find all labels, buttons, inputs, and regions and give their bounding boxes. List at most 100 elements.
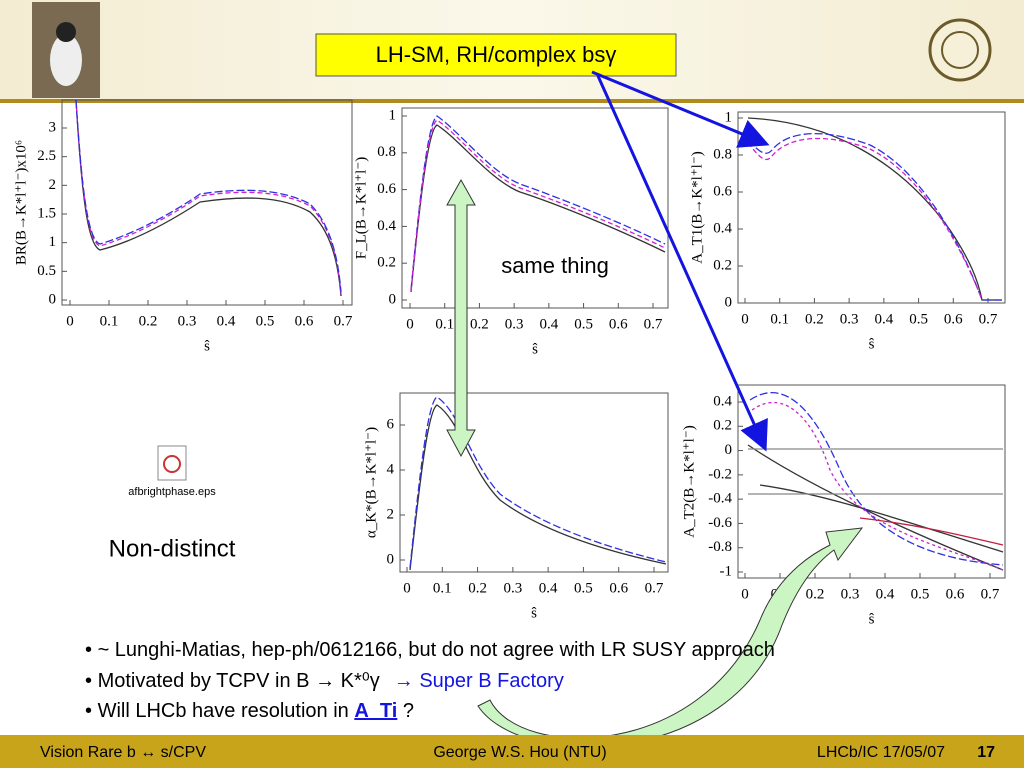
bullet-link: A_Ti [354, 700, 397, 722]
x-tick-label: 0.5 [909, 311, 928, 327]
annotation: Non-distinct [109, 535, 236, 562]
x-tick-label: 0.2 [139, 313, 158, 329]
x-tick-label: 0.4 [539, 580, 558, 596]
y-tick-label: -1 [720, 563, 733, 579]
x-tick-label: 0.1 [435, 316, 454, 332]
y-tick-label: 2.5 [37, 148, 56, 164]
x-axis-label: ŝ [204, 338, 210, 354]
x-tick-label: 0.2 [805, 311, 824, 327]
x-tick-label: 0.2 [470, 316, 489, 332]
bullets: • ~ Lunghi-Matias, hep-ph/0612166, but d… [85, 639, 775, 722]
x-tick-label: 0.1 [433, 580, 452, 596]
y-tick-label: 2 [387, 506, 395, 522]
curve [749, 392, 1004, 566]
y-tick-label: 0.8 [713, 146, 732, 162]
y-axis-label: A_T2(B→K*l⁺l⁻) [681, 425, 697, 538]
bullet-text: ~ Lunghi-Matias, hep-ph/0612166, but do … [98, 639, 775, 661]
y-axis-label: BR(B→K*l⁺l⁻)x10⁶ [13, 140, 29, 265]
x-axis-label: ŝ [869, 336, 875, 352]
x-tick-label: 0.6 [946, 586, 965, 602]
x-tick-label: 0.7 [334, 313, 353, 329]
bullet: • Will LHCb have resolution in A_Ti ? [85, 700, 414, 722]
x-tick-label: 0.6 [609, 580, 628, 596]
curve [747, 132, 1002, 301]
file-icon-mark [163, 455, 181, 473]
y-tick-label: 1.5 [37, 205, 56, 221]
y-tick-label: 4 [387, 461, 395, 477]
x-tick-label: 0.4 [874, 311, 893, 327]
bullet-text: Motivated by TCPV in B → K*⁰γ [98, 670, 380, 692]
y-tick-label: -0.4 [708, 491, 732, 507]
y-tick-label: 0.6 [377, 181, 396, 197]
penguin [50, 34, 82, 86]
x-tick-label: 0.3 [840, 311, 859, 327]
curve [859, 517, 1004, 546]
y-tick-label: 0 [725, 294, 733, 310]
x-tick-label: 0 [66, 313, 74, 329]
x-tick-label: 0.5 [911, 586, 930, 602]
x-tick-label: 0.6 [295, 313, 314, 329]
x-tick-label: 0.7 [645, 580, 664, 596]
curve [75, 99, 342, 295]
file-name: afbrightphase.eps [128, 486, 216, 498]
y-tick-label: -0.6 [708, 515, 732, 531]
y-tick-label: 1 [49, 234, 57, 250]
x-tick-label: 0.4 [539, 316, 558, 332]
file-icon [157, 445, 187, 481]
title: LH-SM, RH/complex bsγ [376, 42, 617, 67]
x-tick-label: 0 [741, 311, 749, 327]
bullet-text: ? [397, 700, 414, 722]
y-tick-label: 0 [49, 291, 57, 307]
x-tick-label: 0 [741, 586, 749, 602]
bullet: • Motivated by TCPV in B → K*⁰γ → Super B… [85, 670, 564, 692]
x-tick-label: 0.6 [609, 316, 628, 332]
footer-center: George W.S. Hou (NTU) [433, 744, 606, 761]
y-axis-label: A_T1(B→K*l⁺l⁻) [689, 151, 705, 264]
header-rule [0, 99, 1024, 103]
curve [759, 484, 1004, 553]
footer-band [0, 735, 1024, 768]
y-tick-label: 0.4 [377, 218, 396, 234]
logo [928, 18, 992, 82]
penguin-head [56, 22, 76, 42]
y-tick-label: 6 [387, 416, 395, 432]
y-tick-label: 0.4 [713, 220, 732, 236]
bullet: • ~ Lunghi-Matias, hep-ph/0612166, but d… [85, 639, 775, 661]
curve [409, 396, 667, 569]
y-axis-label: F_L(B→K*l⁺l⁻) [353, 157, 369, 260]
page-number: 17 [977, 744, 995, 761]
x-tick-label: 0.3 [503, 580, 522, 596]
x-tick-label: 0.7 [979, 311, 998, 327]
curves [75, 99, 1004, 571]
y-tick-label: 0 [389, 291, 397, 307]
y-tick-label: -0.8 [708, 539, 732, 555]
x-tick-label: 0.2 [806, 586, 825, 602]
x-tick-label: 0.6 [944, 311, 963, 327]
x-axis-label: ŝ [869, 611, 875, 627]
y-tick-label: 0.8 [377, 144, 396, 160]
curve [747, 137, 983, 301]
x-tick-label: 0.2 [468, 580, 487, 596]
plot-frame [399, 392, 669, 573]
bullet-text: Will LHCb have resolution in [98, 700, 355, 722]
annotation: same thing [501, 253, 609, 278]
curve [75, 99, 342, 293]
y-tick-label: 0.2 [377, 255, 396, 271]
y-tick-label: 0.6 [713, 183, 732, 199]
x-tick-label: 0.7 [644, 316, 663, 332]
x-tick-label: 0.3 [841, 586, 860, 602]
double-arrow [446, 178, 476, 458]
plots: 0 0.1 0.2 0.3 0.4 0.5 0.6 0.7 0 0.5 1 1.5 2 2.5 3 ŝ BR(B… [13, 99, 1006, 627]
x-tick-label: 0.7 [981, 586, 1000, 602]
bullet-link: → Super B Factory [394, 670, 564, 692]
y-tick-label: 0.2 [713, 418, 732, 434]
y-tick-label: 3 [49, 119, 57, 135]
plot-frame [401, 107, 669, 309]
x-tick-label: 0 [406, 316, 414, 332]
x-tick-label: 0.1 [100, 313, 119, 329]
x-tick-label: 0.3 [178, 313, 197, 329]
y-axis-label: α_K*(B→K*l⁺l⁻) [363, 427, 379, 538]
y-tick-label: 0 [387, 551, 395, 567]
y-tick-label: 1 [389, 107, 397, 123]
x-axis-label: ŝ [532, 341, 538, 357]
